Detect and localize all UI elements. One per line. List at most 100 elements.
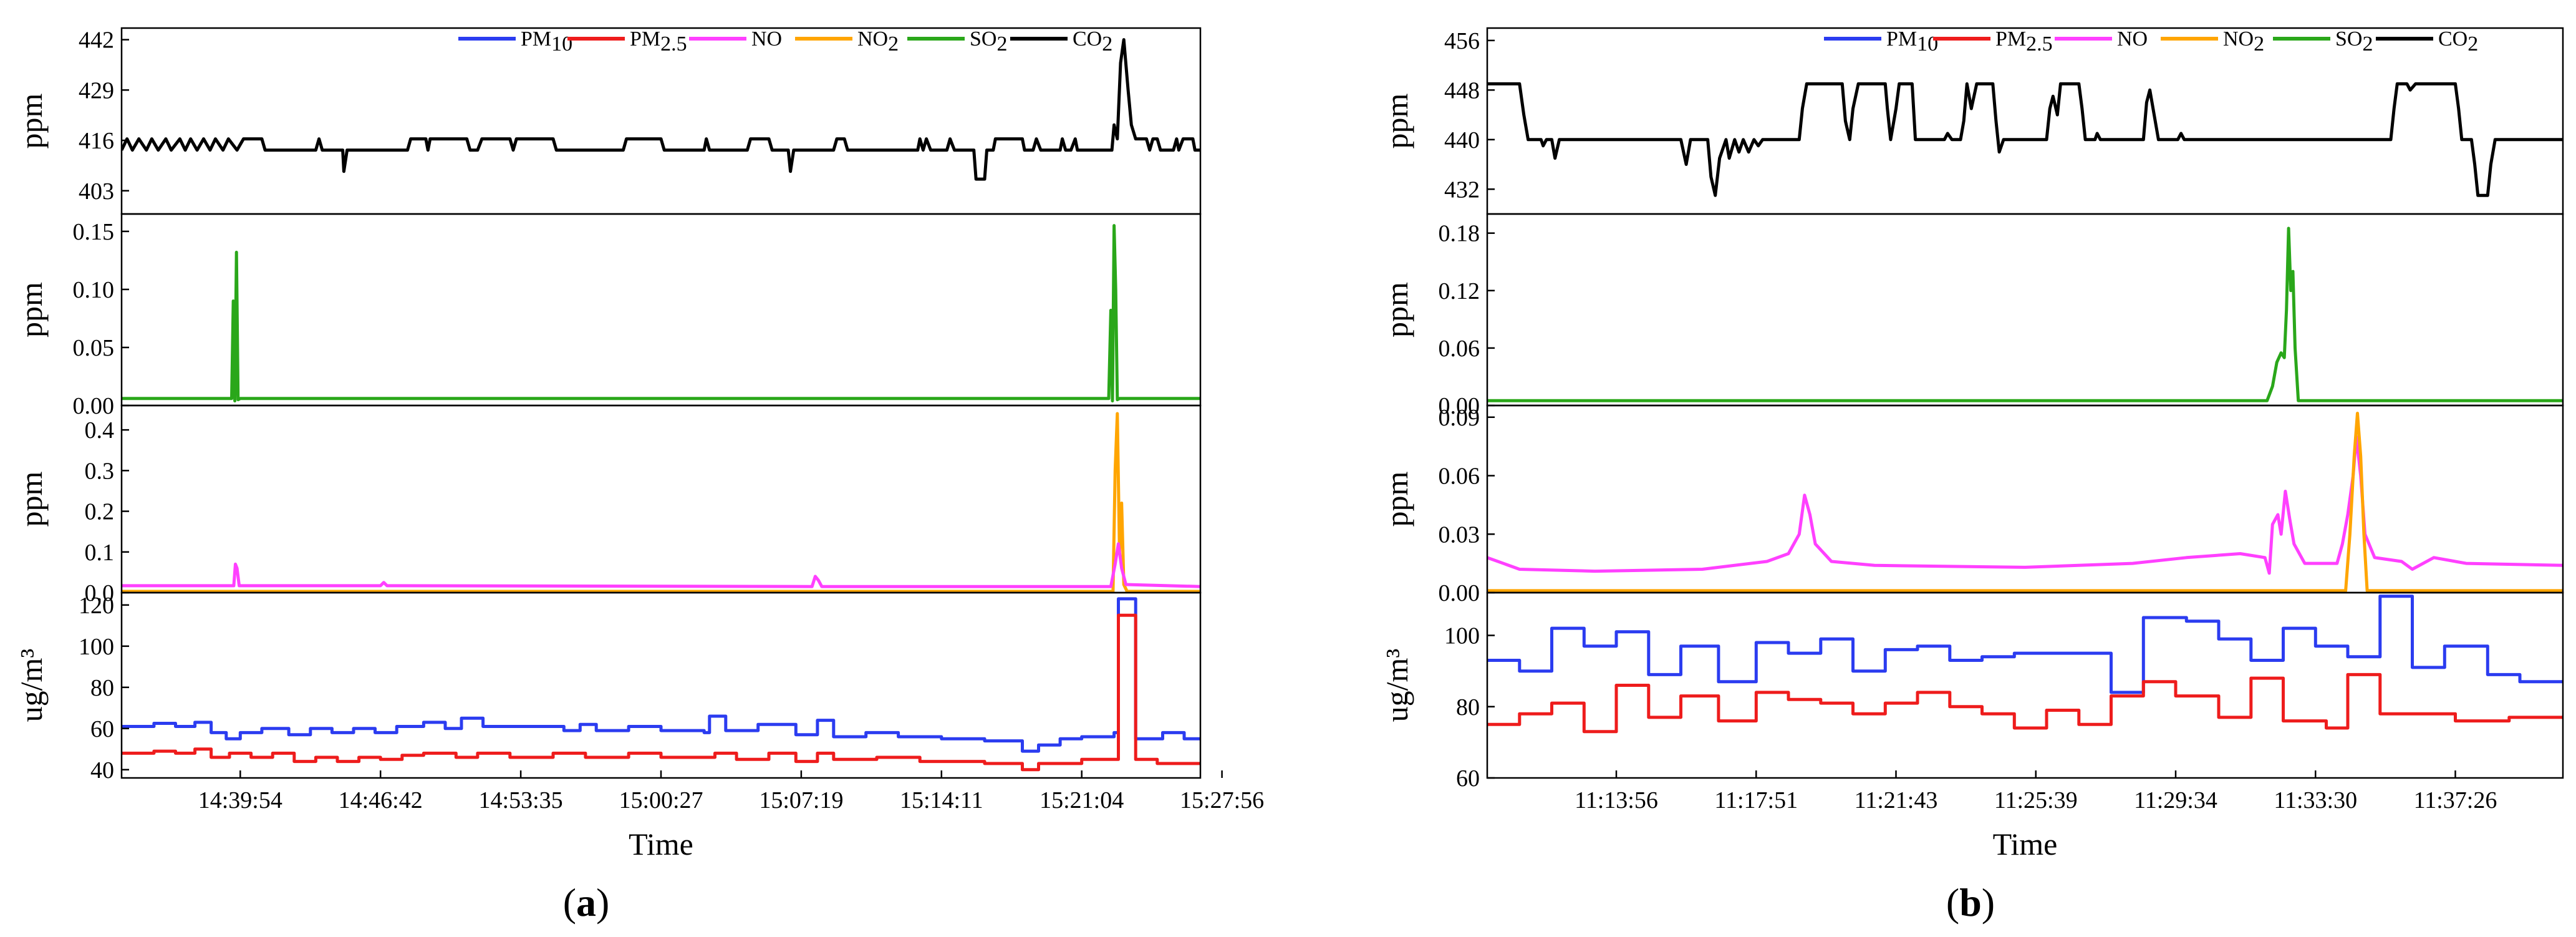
legend-item-co2: CO2 <box>1010 27 1112 56</box>
caption-letter: b <box>1959 880 1982 925</box>
legend-label: NO <box>751 27 782 51</box>
legend-item-no: NO <box>689 27 782 51</box>
x-tick-label: 15:07:19 <box>759 787 843 813</box>
legend-label: NO <box>2117 27 2148 51</box>
y-tick-label: 60 <box>1456 765 1480 792</box>
y-axis-label: ppm <box>14 471 49 527</box>
panel-frame <box>1486 591 2564 779</box>
panel-4: 40 60 80 100 120 ug/m³ <box>14 591 1202 784</box>
legend-label-subscript: 2 <box>1102 32 1112 56</box>
caption-letter: a <box>576 880 596 925</box>
y-tick-label: 448 <box>1444 77 1480 104</box>
x-axis-label: Time <box>1993 827 2058 862</box>
y-tick-label: 60 <box>90 716 114 742</box>
x-tick-label: 14:46:42 <box>339 787 423 813</box>
legend-label-base: PM <box>630 27 660 51</box>
legend-label-base: PM <box>1886 27 1917 51</box>
series-no2-line <box>1487 412 2563 593</box>
legend-label: NO2 <box>2223 27 2264 56</box>
x-tick-label: 11:33:30 <box>2274 787 2357 813</box>
legend-item-so2: SO2 <box>2273 27 2373 56</box>
legend-item-no2: NO2 <box>2161 27 2264 56</box>
panel-frame <box>1486 404 2564 594</box>
y-tick-label: 403 <box>79 178 114 205</box>
x-tick-label: 11:37:26 <box>2414 787 2497 813</box>
x-tick-label: 14:39:54 <box>198 787 282 813</box>
legend-label: NO2 <box>857 27 899 56</box>
y-tick-label: 0.12 <box>1439 278 1480 304</box>
y-tick-label: 80 <box>90 675 114 701</box>
y-tick-label: 0.3 <box>85 458 115 484</box>
legend-label-subscript: 10 <box>551 32 572 56</box>
y-tick-label: 100 <box>1444 623 1480 649</box>
panel-frame <box>120 27 1202 215</box>
legend-label: SO2 <box>2335 27 2373 56</box>
series-no2-line <box>122 412 1200 593</box>
y-tick-label: 456 <box>1444 28 1480 54</box>
legend-label: SO2 <box>970 27 1007 56</box>
y-axis-label: ug/m³ <box>14 649 49 722</box>
chart-a: 403 416 429 442 ppm 0.00 0.05 0.10 0.15 ppm 0.0 0.1… <box>14 27 1264 925</box>
panel-4: 60 80 100 ug/m³ <box>1379 591 2564 792</box>
y-tick-label: 0.18 <box>1439 221 1480 247</box>
legend-label: PM10 <box>521 27 572 56</box>
x-tick-label: 11:25:39 <box>1994 787 2078 813</box>
y-axis-label: ppm <box>1379 471 1414 527</box>
y-tick-label: 120 <box>79 593 114 619</box>
y-tick-label: 0.06 <box>1439 464 1480 490</box>
subfigure-caption: (b) <box>1946 880 1995 925</box>
legend-label-base: PM <box>521 27 551 51</box>
y-axis-label: ppm <box>1379 282 1414 337</box>
legend-item-pm25: PM2.5 <box>1933 27 2053 56</box>
legend-label-subscript: 2 <box>2467 32 2478 56</box>
x-tick-label: 11:13:56 <box>1575 787 1658 813</box>
legend-label-base: CO <box>1073 27 1102 51</box>
panel-3: 0.0 0.1 0.2 0.3 0.4 ppm <box>14 404 1202 606</box>
y-tick-label: 0.15 <box>73 219 115 245</box>
panel-1: 432 440 448 456 ppm <box>1379 27 2564 215</box>
y-tick-label: 100 <box>79 634 114 660</box>
series-pm10-line <box>1487 595 2563 694</box>
y-tick-label: 0.06 <box>1439 336 1480 362</box>
y-tick-label: 0.2 <box>85 499 115 525</box>
legend-item-pm10: PM10 <box>1824 27 1938 56</box>
series-so2-line <box>1487 226 2563 402</box>
legend-label-base: SO <box>970 27 996 51</box>
legend-label-base: PM <box>1995 27 2026 51</box>
y-tick-label: 0.4 <box>85 417 115 444</box>
legend-item-co2: CO2 <box>2376 27 2478 56</box>
y-axis-label: ppm <box>14 93 49 148</box>
legend-label-subscript: 10 <box>1917 32 1938 56</box>
legend-label: PM2.5 <box>630 27 687 56</box>
y-tick-label: 0.1 <box>85 540 115 566</box>
x-tick-label: 11:29:34 <box>2134 787 2217 813</box>
legend-label: CO2 <box>1073 27 1112 56</box>
legend-label-subscript: 2.5 <box>2026 32 2053 56</box>
legend-item-pm10: PM10 <box>458 27 572 56</box>
y-tick-label: 0.10 <box>73 277 115 303</box>
chart-b: 432440448456ppm0.000.060.120.18ppm0.000.… <box>1379 27 2564 925</box>
legend-item-so2: SO2 <box>907 27 1007 56</box>
legend-label-base: SO <box>2335 27 2362 51</box>
caption-close-paren: ) <box>596 880 609 925</box>
x-axis-label: Time <box>629 827 693 862</box>
legend-label: PM2.5 <box>1995 27 2053 56</box>
panel-frame <box>1486 27 2564 215</box>
y-tick-label: 432 <box>1444 177 1480 203</box>
caption-close-paren: ) <box>1982 880 1995 925</box>
caption-open-paren: ( <box>563 880 576 925</box>
series-so2-line <box>122 224 1200 403</box>
panel-2: 0.00 0.06 0.12 0.18 ppm <box>1379 213 2564 419</box>
y-tick-label: 442 <box>79 27 114 54</box>
legend-label-subscript: 2 <box>888 32 899 56</box>
y-tick-label: 0.09 <box>1439 405 1480 431</box>
x-tick-label: 15:21:04 <box>1040 787 1124 813</box>
legend-label-subscript: 2 <box>2254 32 2264 56</box>
y-tick-label: 80 <box>1456 694 1480 721</box>
x-tick-label: 14:53:35 <box>479 787 563 813</box>
legend-label-base: NO <box>2117 27 2148 51</box>
legend-label-subscript: 2.5 <box>660 32 687 56</box>
panel-2: 0.00 0.05 0.10 0.15 ppm <box>14 213 1202 419</box>
legend-label-subscript: 2 <box>2362 32 2373 56</box>
legend-item-no: NO <box>2055 27 2148 51</box>
